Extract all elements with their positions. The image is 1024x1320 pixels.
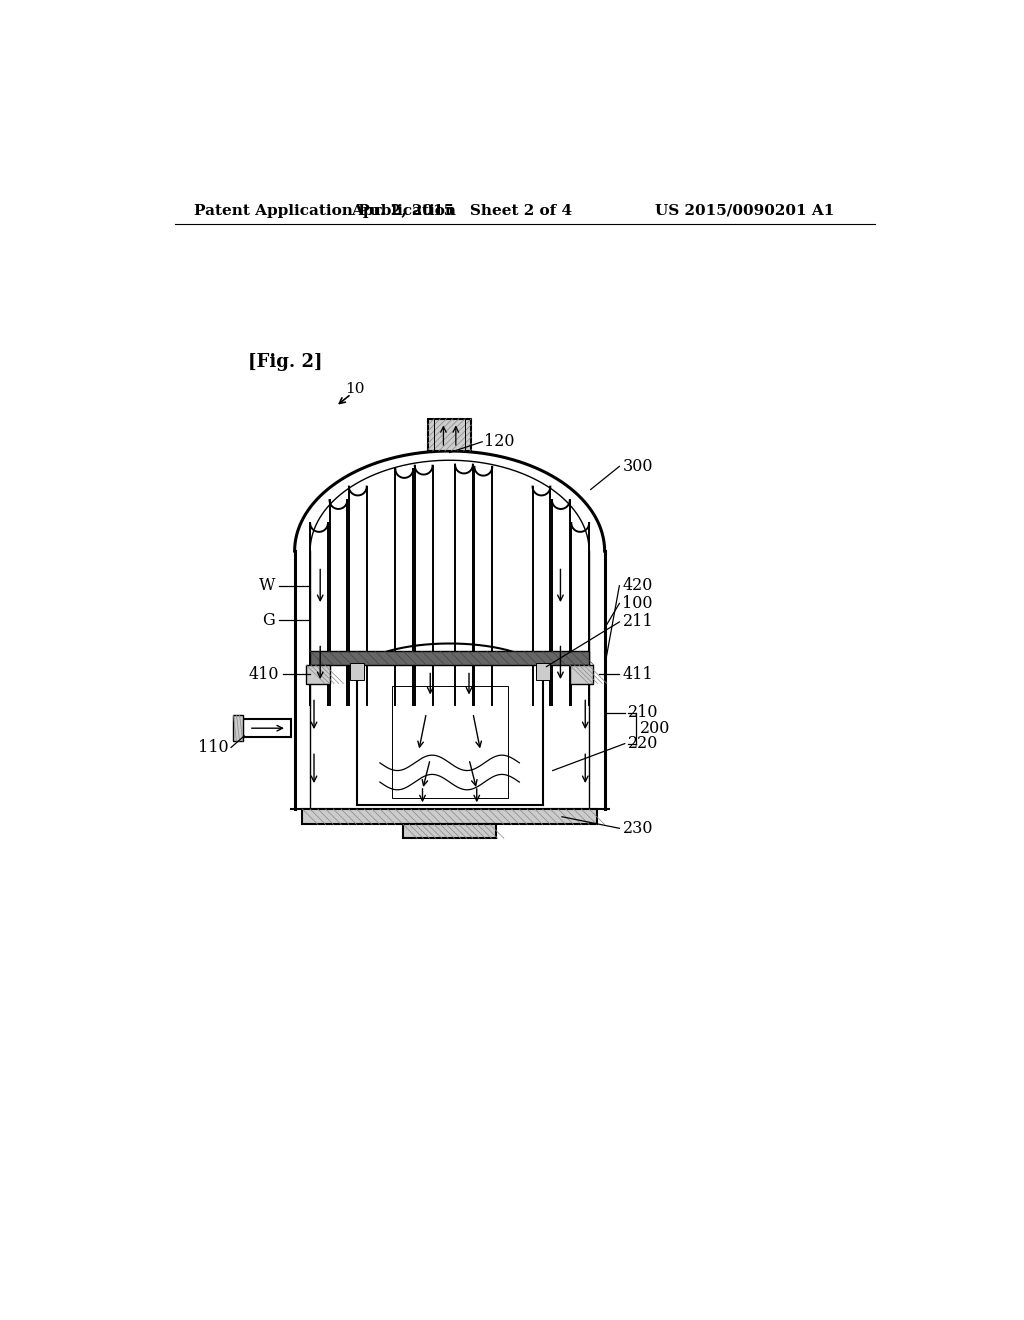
Text: 100: 100: [623, 595, 653, 612]
Bar: [403, 825, 496, 838]
Bar: [306, 665, 330, 684]
Bar: [243, 719, 291, 738]
Text: US 2015/0090201 A1: US 2015/0090201 A1: [655, 203, 835, 218]
Text: 410: 410: [249, 665, 280, 682]
Bar: [569, 665, 593, 684]
Bar: [349, 663, 364, 680]
Bar: [302, 809, 597, 825]
Text: 10: 10: [345, 383, 365, 396]
Bar: [428, 418, 471, 451]
Text: 220: 220: [628, 735, 658, 752]
Text: 110: 110: [198, 739, 228, 756]
Bar: [233, 715, 243, 742]
Text: 230: 230: [623, 820, 653, 837]
Text: 211: 211: [623, 614, 653, 631]
Text: [Fig. 2]: [Fig. 2]: [248, 354, 323, 371]
Text: Patent Application Publication: Patent Application Publication: [194, 203, 456, 218]
Text: 411: 411: [623, 665, 653, 682]
Bar: [391, 686, 508, 797]
Text: W: W: [259, 577, 275, 594]
Text: 120: 120: [484, 433, 515, 450]
Bar: [536, 663, 550, 680]
Text: G: G: [262, 612, 275, 628]
Text: 210: 210: [628, 705, 658, 721]
Bar: [310, 651, 589, 665]
Text: 420: 420: [623, 577, 653, 594]
Text: 300: 300: [623, 458, 653, 475]
Text: Apr. 2, 2015   Sheet 2 of 4: Apr. 2, 2015 Sheet 2 of 4: [350, 203, 571, 218]
Text: 200: 200: [640, 719, 670, 737]
